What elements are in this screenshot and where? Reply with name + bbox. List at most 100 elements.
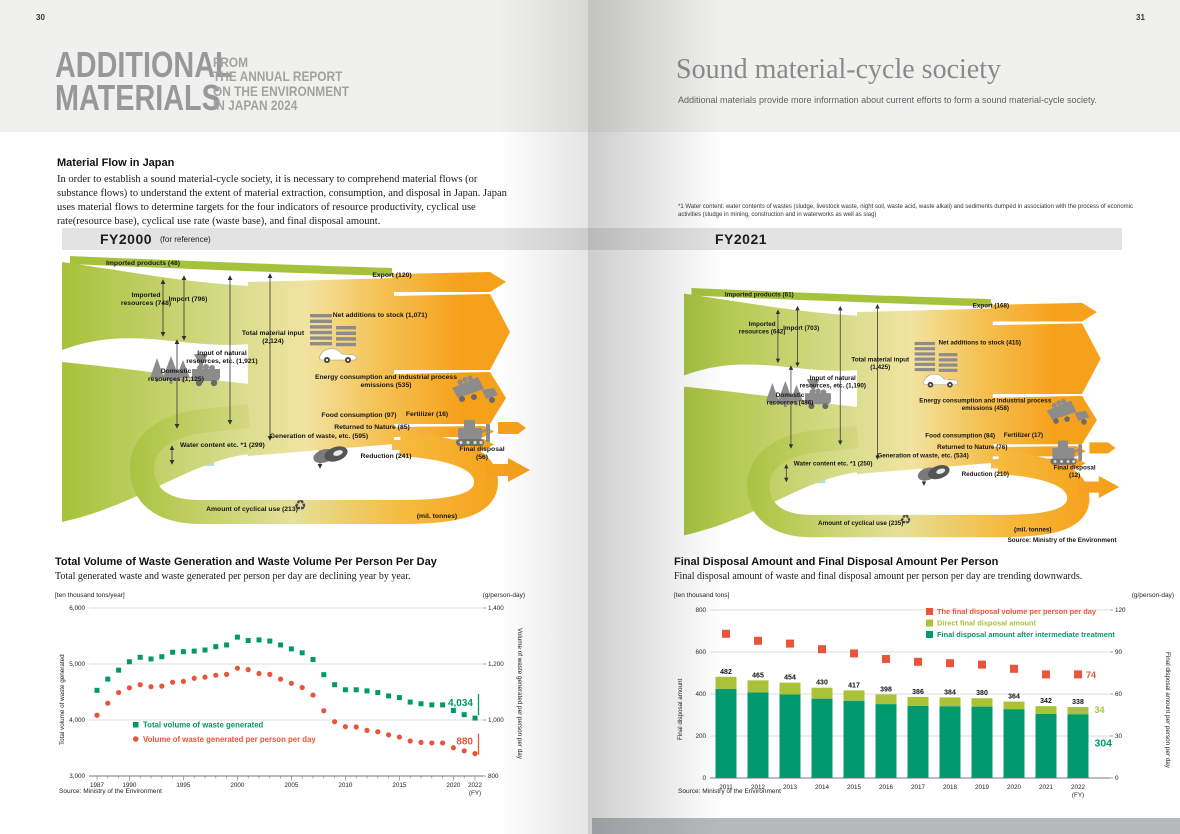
flow-label-cyclical: Amount of cyclical use (235) (818, 520, 904, 528)
bar-segment-after-treatment (811, 698, 833, 778)
total-waste-point (105, 676, 111, 682)
x-axis-tick-label: 1995 (176, 782, 191, 789)
per-person-square-point (1010, 664, 1018, 673)
x-axis-tick-label: 2020 (446, 782, 461, 789)
legend-square-icon (926, 619, 933, 627)
total-waste-point (159, 654, 165, 660)
flow-label-source: Source: Ministry of the Environment (1007, 537, 1117, 544)
left-axis-tick-label: 800 (695, 607, 706, 614)
total-waste-point (461, 712, 467, 718)
bar-segment-after-treatment (907, 705, 929, 778)
x-axis-tick-label: 2022 (468, 782, 483, 789)
legend-label: Total volume of waste generated (143, 721, 264, 730)
per-person-point (353, 724, 359, 730)
left-title-line1: ADDITIONAL (55, 44, 233, 85)
per-person-square-point (850, 649, 858, 658)
per-person-point (137, 682, 143, 688)
flow-label-export: Export (120) (372, 272, 412, 279)
chart-source: Source: Ministry of the Environment (678, 788, 781, 795)
final-disposal-chart-block: Final Disposal Amount and Final Disposal… (674, 556, 1174, 816)
right-axis-title: Final disposal amount per person per day (1164, 652, 1171, 769)
right-axis-tick-label: 1,000 (488, 717, 504, 724)
left-page-subtitle: FROM THE ANNUAL REPORT ON THE ENVIRONMEN… (213, 55, 349, 113)
flow-label-generation: Generation of waste, etc. (534) (877, 452, 969, 460)
bar-total-label: 454 (784, 675, 796, 682)
bar-total-label: 364 (1008, 694, 1020, 701)
per-person-point (94, 712, 100, 718)
total-waste-point (202, 647, 208, 653)
flow-label-fertilizer: Fertilizer (16) (405, 411, 449, 418)
total-waste-point (180, 649, 186, 655)
legend-label: Direct final disposal amount (937, 619, 1037, 628)
right-axis-tick-label: 1,200 (488, 661, 504, 668)
x-axis-tick-label: 2022 (1071, 784, 1086, 791)
bar-segment-direct (1035, 706, 1057, 714)
per-person-point (396, 734, 402, 740)
total-waste-point (342, 687, 348, 693)
total-waste-point (450, 707, 456, 713)
per-person-square-point (1042, 670, 1050, 679)
total-waste-point (310, 657, 316, 663)
flow-label-final-disposal: Final disposal (56) (459, 446, 505, 462)
per-person-point (213, 672, 219, 678)
total-waste-point (472, 715, 478, 721)
right-page-subtitle: Additional materials provide more inform… (678, 95, 1097, 105)
per-person-square-point (722, 629, 730, 638)
total-waste-point (94, 687, 100, 693)
bar-segment-after-treatment (843, 700, 865, 778)
total-waste-point (321, 672, 327, 678)
legend-square-icon (926, 608, 933, 615)
bar-total-label: 482 (720, 669, 732, 676)
bar-segment-direct (971, 698, 993, 707)
total-waste-point (353, 687, 359, 693)
total-waste-point (116, 667, 122, 673)
per-person-point (267, 671, 273, 677)
bar-total-label: 398 (880, 686, 892, 693)
x-axis-tick-label: 2014 (815, 784, 830, 791)
total-waste-point (386, 693, 392, 699)
recycle-arrows-icon: ♻ (899, 512, 912, 528)
left-axis-unit: [ten thousand tons] (674, 592, 730, 599)
flow-label-reduction: Reduction (210) (961, 471, 1010, 478)
flow-label-export: Export (168) (972, 302, 1010, 310)
per-person-point (105, 700, 111, 706)
bar-total-label: 386 (912, 689, 924, 696)
bar-total-label: 338 (1072, 699, 1084, 706)
per-person-point (202, 674, 208, 680)
per-person-point (407, 738, 413, 744)
fy2000-label: FY2000 (100, 231, 153, 247)
per-person-point (364, 727, 370, 733)
x-axis-tick-label: 2016 (879, 784, 894, 791)
total-waste-point (213, 644, 219, 650)
chart-title: Total Volume of Waste Generation and Was… (55, 556, 437, 568)
flow-label-energy: Energy consumption and industrial proces… (919, 397, 1052, 412)
left-axis-tick-label: 0 (702, 775, 706, 782)
per-person-point (159, 683, 165, 689)
material-flow-diagram-fy2021: ♻ Imported products (61) Imported resourc… (684, 288, 1121, 544)
bottom-decoration-bar (592, 818, 1180, 834)
flow-label-returned: Returned to Nature (85) (334, 424, 410, 431)
flow-label-energy: Energy consumption and industrial proces… (314, 374, 457, 390)
bar-segment-after-treatment (971, 706, 993, 778)
bar-segment-direct (1003, 701, 1025, 710)
chart-title: Final Disposal Amount and Final Disposal… (674, 556, 999, 568)
subtitle-line: ON THE ENVIRONMENT (213, 83, 349, 99)
right-axis-tick-label: 120 (1115, 607, 1126, 614)
left-axis-tick-label: 3,000 (69, 773, 85, 780)
total-waste-point (418, 701, 424, 707)
x-axis-tick-label: 2015 (847, 784, 862, 791)
x-axis-tick-label: 1990 (122, 782, 137, 789)
per-person-point (472, 751, 478, 757)
total-waste-point (429, 702, 435, 708)
total-waste-point (148, 656, 154, 662)
flow-label-input-natural: Input of natural resources, etc. (1,921) (186, 350, 258, 366)
per-person-point (148, 684, 154, 690)
flow-label-unit: (mil. tonnes) (416, 513, 458, 520)
per-person-point (278, 676, 284, 682)
per-person-point (342, 724, 348, 730)
left-axis-tick-label: 5,000 (69, 661, 85, 668)
bar-segment-direct (715, 676, 737, 689)
bar-segment-direct (939, 697, 961, 707)
per-person-square-point (978, 660, 986, 669)
total-waste-point (364, 688, 370, 694)
